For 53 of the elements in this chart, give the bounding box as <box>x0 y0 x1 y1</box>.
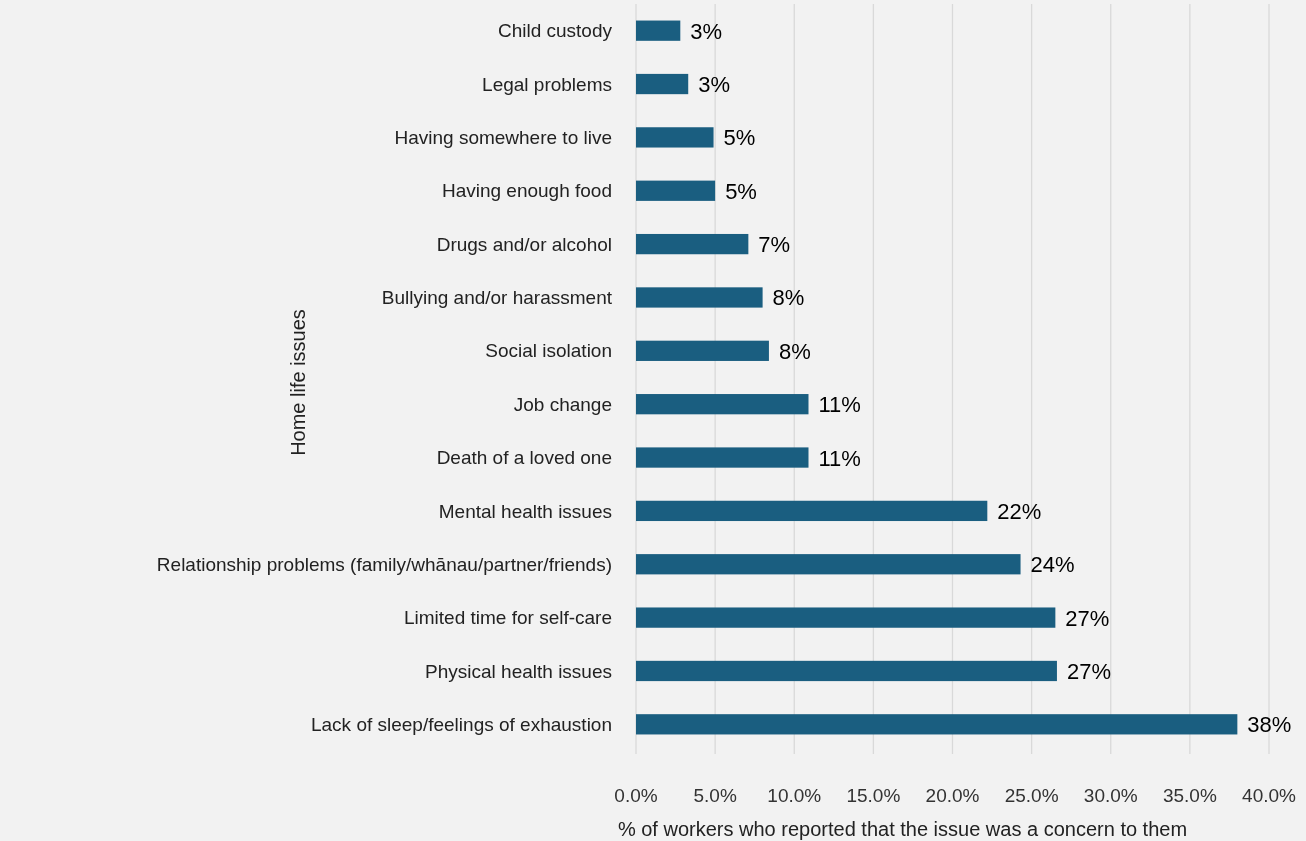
data-label: 5% <box>723 125 756 151</box>
y-tick-label: Death of a loved one <box>436 447 612 469</box>
bar <box>636 554 1021 575</box>
bar <box>636 714 1238 735</box>
data-label: 3% <box>698 72 731 98</box>
x-tick-label: 10.0% <box>767 785 822 806</box>
x-tick-label: 25.0% <box>1004 785 1059 806</box>
bar <box>636 233 749 255</box>
data-label: 38% <box>1247 712 1292 738</box>
y-tick-label: Social isolation <box>485 340 612 362</box>
y-tick-label: Physical health issues <box>425 660 612 682</box>
x-tick-label: 0.0% <box>614 785 658 806</box>
y-tick-label: Legal problems <box>482 73 612 95</box>
y-tick-label: Having somewhere to live <box>394 127 612 149</box>
data-label: 22% <box>997 498 1042 524</box>
y-tick-label: Lack of sleep/feelings of exhaustion <box>310 713 612 735</box>
y-tick-label: Relationship problems (family/whānau/partner/friends) <box>156 553 612 575</box>
bar <box>636 447 809 468</box>
data-label: 11% <box>818 445 861 471</box>
bar <box>636 180 716 201</box>
data-label: 8% <box>778 338 811 364</box>
data-label: 7% <box>758 232 791 258</box>
data-label: 11% <box>818 392 861 418</box>
data-label: 27% <box>1065 605 1110 631</box>
bar <box>636 660 1057 682</box>
bar <box>636 127 714 148</box>
bar <box>636 340 769 361</box>
data-label: 5% <box>725 178 757 204</box>
x-tick-label: 30.0% <box>1083 785 1138 806</box>
data-label: 24% <box>1030 552 1075 578</box>
data-label: 27% <box>1066 658 1111 684</box>
bar <box>636 73 689 95</box>
y-tick-label: Child custody <box>497 20 613 42</box>
data-label: 3% <box>690 18 723 44</box>
x-tick-label: 35.0% <box>1162 785 1217 806</box>
bar <box>636 607 1056 628</box>
bar <box>636 20 681 41</box>
bar <box>636 500 988 522</box>
y-tick-label: Bullying and/or harassment <box>381 287 613 309</box>
data-label: 8% <box>772 285 805 311</box>
y-tick-label: Having enough food <box>441 180 612 202</box>
bar <box>636 287 763 308</box>
y-axis-title: Home life issues <box>287 309 309 456</box>
x-tick-label: 40.0% <box>1242 785 1297 806</box>
y-tick-label: Drugs and/or alcohol <box>436 233 612 255</box>
bar <box>636 394 809 415</box>
x-axis-title: % of workers who reported that the issue was a concern to them <box>617 818 1188 840</box>
y-tick-label: Limited time for self-care <box>403 607 612 629</box>
y-tick-label: Mental health issues <box>438 500 612 522</box>
x-tick-label: 20.0% <box>925 785 980 806</box>
x-tick-label: 5.0% <box>693 785 737 806</box>
x-tick-label: 15.0% <box>846 785 901 806</box>
y-tick-label: Job change <box>513 393 612 415</box>
